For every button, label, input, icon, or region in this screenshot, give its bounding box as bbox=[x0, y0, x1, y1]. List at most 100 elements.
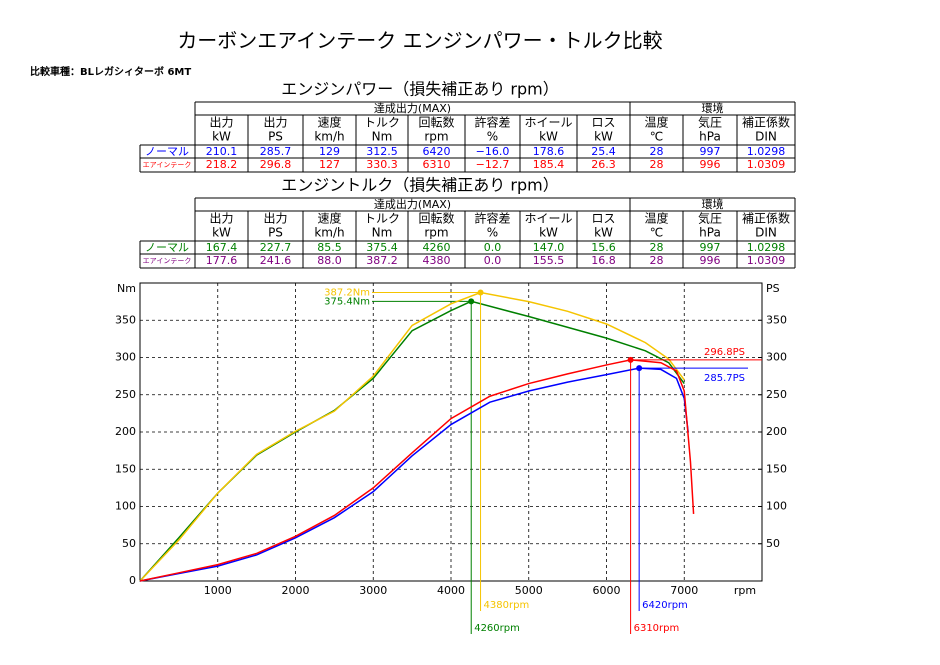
group-header: 達成出力(MAX) bbox=[374, 101, 451, 115]
row-label: ノーマル bbox=[145, 241, 189, 254]
page-title: カーボンエアインテーク エンジンパワー・トルク比較 bbox=[177, 29, 662, 53]
table-title: エンジントルク（損失補正あり rpm） bbox=[281, 176, 558, 195]
table-cell: 997 bbox=[700, 145, 721, 158]
column-unit: ℃ bbox=[650, 226, 663, 240]
table-cell: 312.5 bbox=[366, 145, 398, 158]
column-header: 温度 bbox=[644, 211, 668, 226]
y2-axis-label: PS bbox=[766, 282, 780, 295]
series-line bbox=[139, 291, 685, 582]
row-label: エアインテーク bbox=[143, 257, 192, 265]
column-header: 補正係数 bbox=[742, 115, 790, 130]
column-unit: km/h bbox=[314, 130, 344, 144]
peak-y-label: 387.2Nm bbox=[324, 288, 370, 299]
column-unit: kW bbox=[212, 226, 231, 240]
x-tick-label: 6000 bbox=[593, 584, 621, 597]
column-header: 温度 bbox=[644, 115, 668, 130]
peak-marker bbox=[636, 365, 643, 372]
column-header: 出力 bbox=[209, 116, 233, 130]
series-line bbox=[139, 359, 695, 582]
table-title: エンジンパワー（損失補正あり rpm） bbox=[281, 80, 558, 99]
peak-marker bbox=[468, 298, 475, 305]
series-line bbox=[139, 367, 689, 582]
table-cell: −12.7 bbox=[476, 158, 510, 171]
table-cell: 996 bbox=[700, 254, 721, 267]
table-cell: 28 bbox=[650, 145, 664, 158]
table-cell: 375.4 bbox=[366, 241, 398, 254]
column-unit: kW bbox=[539, 130, 558, 144]
column-unit: rpm bbox=[424, 226, 448, 240]
y-tick-label: 250 bbox=[115, 388, 136, 401]
table-cell: −16.0 bbox=[476, 145, 510, 158]
table-cell: 28 bbox=[650, 241, 664, 254]
table-cell: 1.0309 bbox=[747, 254, 786, 267]
column-unit: km/h bbox=[314, 226, 344, 240]
table-cell: 330.3 bbox=[366, 158, 398, 171]
table-cell: 85.5 bbox=[317, 241, 342, 254]
y2-tick-label: 350 bbox=[766, 313, 787, 326]
y2-tick-label: 100 bbox=[766, 500, 787, 513]
row-label: エアインテーク bbox=[143, 161, 192, 169]
column-header: ロス bbox=[591, 212, 615, 226]
y-tick-label: 100 bbox=[115, 500, 136, 513]
peak-x-label: 4260rpm bbox=[474, 623, 520, 634]
y-tick-label: 350 bbox=[115, 313, 136, 326]
column-unit: rpm bbox=[424, 130, 448, 144]
table-cell: 4260 bbox=[423, 241, 451, 254]
column-header: 気圧 bbox=[698, 211, 722, 226]
table-cell: 129 bbox=[319, 145, 340, 158]
column-header: ホイール bbox=[524, 116, 572, 130]
column-unit: hPa bbox=[699, 226, 721, 240]
table-cell: 241.6 bbox=[260, 254, 292, 267]
subtitle: 比較車種：BLレガシィターボ 6MT bbox=[30, 65, 191, 78]
column-header: 回転数 bbox=[418, 211, 454, 226]
column-unit: % bbox=[487, 130, 498, 144]
y-tick-label: 300 bbox=[115, 351, 136, 364]
column-header: トルク bbox=[364, 116, 400, 130]
column-header: 補正係数 bbox=[742, 211, 790, 226]
y2-tick-label: 150 bbox=[766, 462, 787, 475]
table-cell: 996 bbox=[700, 158, 721, 171]
table-cell: 218.2 bbox=[206, 158, 238, 171]
column-header: ロス bbox=[591, 116, 615, 130]
peak-x-label: 4380rpm bbox=[484, 600, 530, 611]
peak-x-label: 6420rpm bbox=[642, 600, 688, 611]
table-cell: 4380 bbox=[423, 254, 451, 267]
column-unit: % bbox=[487, 226, 498, 240]
x-tick-label: 1000 bbox=[204, 584, 232, 597]
table-cell: 0.0 bbox=[484, 254, 502, 267]
column-unit: kW bbox=[539, 226, 558, 240]
column-unit: Nm bbox=[372, 226, 393, 240]
row-label: ノーマル bbox=[145, 145, 189, 158]
y2-tick-label: 50 bbox=[766, 537, 780, 550]
table-cell: 28 bbox=[650, 158, 664, 171]
x-tick-label: 3000 bbox=[359, 584, 387, 597]
x-axis-label: rpm bbox=[734, 584, 756, 597]
column-header: 許容差 bbox=[474, 115, 510, 130]
column-unit: DIN bbox=[755, 130, 777, 144]
column-unit: PS bbox=[268, 226, 283, 240]
column-unit: kW bbox=[212, 130, 231, 144]
table-cell: 15.6 bbox=[591, 241, 616, 254]
peak-marker bbox=[477, 289, 484, 296]
group-header: 達成出力(MAX) bbox=[374, 197, 451, 211]
table-cell: 155.5 bbox=[533, 254, 565, 267]
table-cell: 210.1 bbox=[206, 145, 238, 158]
y-axis-label: Nm bbox=[117, 282, 136, 295]
column-header: トルク bbox=[364, 212, 400, 226]
group-header: 環境 bbox=[702, 101, 724, 115]
y-tick-label: 150 bbox=[115, 462, 136, 475]
table-cell: 167.4 bbox=[206, 241, 238, 254]
column-unit: kW bbox=[594, 226, 613, 240]
column-header: 気圧 bbox=[698, 115, 722, 130]
table-cell: 88.0 bbox=[317, 254, 342, 267]
column-header: 出力 bbox=[209, 212, 233, 226]
table-cell: 178.6 bbox=[533, 145, 565, 158]
peak-y-label: 296.8PS bbox=[704, 347, 745, 358]
y2-tick-label: 250 bbox=[766, 388, 787, 401]
table-cell: 1.0309 bbox=[747, 158, 786, 171]
peak-y-label: 375.4Nm bbox=[324, 296, 370, 307]
x-tick-label: 5000 bbox=[515, 584, 543, 597]
column-header: 速度 bbox=[317, 211, 341, 226]
x-tick-label: 4000 bbox=[437, 584, 465, 597]
